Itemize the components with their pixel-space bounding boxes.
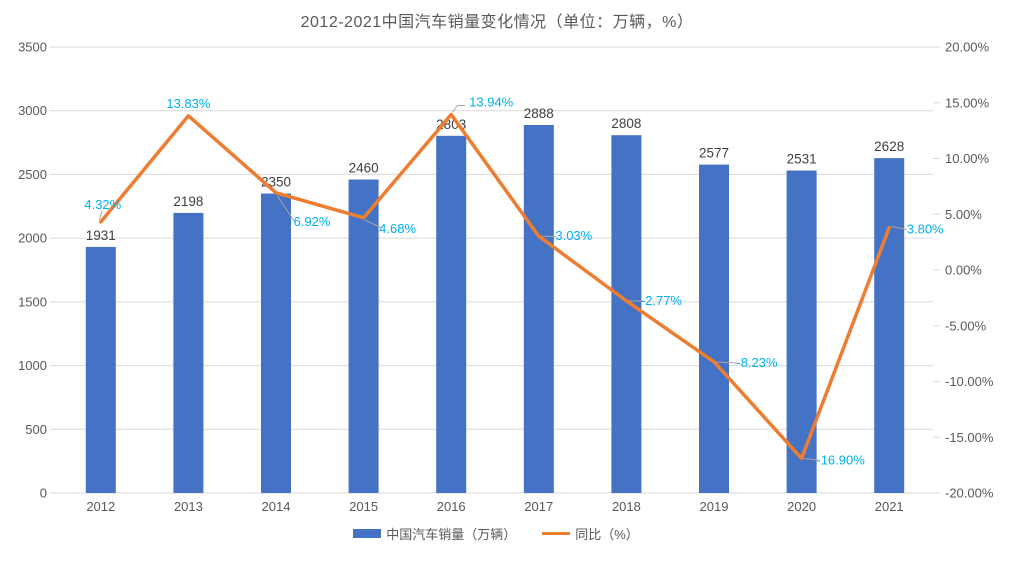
- x-axis-label: 2012: [86, 499, 115, 514]
- bar-value-label: 2803: [436, 117, 466, 132]
- bar-2015: [348, 179, 379, 494]
- chart-title: 2012-2021中国汽车销量变化情况（单位：万辆，%）: [300, 14, 694, 31]
- label-leader-line: [364, 219, 383, 229]
- left-axis-label: 3500: [18, 40, 47, 55]
- bar-2020: [786, 170, 817, 494]
- yoy-point-label: -16.90%: [816, 452, 865, 467]
- x-axis-label: 2021: [875, 499, 904, 514]
- label-leader-line: [452, 105, 465, 113]
- label-leader-line: [277, 195, 295, 222]
- right-axis-label: 15.00%: [945, 95, 990, 110]
- right-axis-label: -15.00%: [945, 430, 994, 445]
- right-axis-label: -5.00%: [945, 318, 987, 333]
- legend-bar-label: 中国汽车销量（万辆）: [386, 527, 517, 542]
- left-axis-label: 1500: [18, 294, 47, 309]
- bar-value-label: 2888: [524, 106, 554, 121]
- bar-2014: [261, 193, 291, 494]
- right-axis-label: -20.00%: [945, 486, 994, 501]
- legend-item-sales: 中国汽车销量（万辆）: [353, 524, 516, 543]
- yoy-point-label: 6.92%: [294, 214, 331, 229]
- bar-2016: [436, 135, 467, 493]
- left-axis-label: 1000: [18, 358, 47, 373]
- right-axis-label: 5.00%: [945, 207, 982, 222]
- label-leader-line: [716, 361, 738, 364]
- bar-2018: [611, 135, 642, 493]
- x-axis-label: 2015: [349, 499, 378, 514]
- legend-line-label: 同比（%）: [575, 527, 639, 542]
- label-leader-line: [803, 458, 819, 461]
- yoy-point-label: 4.32%: [84, 197, 121, 212]
- bar-value-label: 2628: [874, 139, 904, 154]
- bar-value-label: 2198: [173, 194, 203, 209]
- bar-value-label: 2808: [611, 116, 641, 131]
- right-axis-label: -10.00%: [945, 374, 994, 389]
- right-axis-label: 20.00%: [945, 40, 990, 55]
- label-leader-line: [99, 210, 103, 221]
- yoy-point-label: -8.23%: [736, 355, 778, 370]
- x-axis-label: 2013: [174, 499, 203, 514]
- bar-value-label: 2531: [787, 151, 817, 166]
- legend-line-marker: [542, 531, 571, 536]
- left-axis-label: 0: [40, 486, 47, 501]
- bar-2021: [874, 158, 905, 493]
- x-axis-label: 2016: [437, 499, 466, 514]
- yoy-point-label: 3.80%: [907, 222, 944, 237]
- yoy-point-label: -2.77%: [641, 293, 683, 308]
- yoy-point-label: 13.94%: [469, 95, 514, 110]
- bar-value-label: 1931: [86, 228, 116, 243]
- right-axis-label: 0.00%: [945, 263, 982, 278]
- legend-item-yoy: 同比（%）: [542, 524, 639, 543]
- right-axis-label: 10.00%: [945, 151, 990, 166]
- bar-2012: [85, 246, 116, 493]
- label-leader-line: [891, 226, 908, 230]
- yoy-point-label: 13.83%: [166, 96, 211, 111]
- yoy-line-series: [99, 112, 891, 461]
- yoy-point-label: 3.03%: [555, 228, 592, 243]
- bar-value-label: 2577: [699, 146, 729, 161]
- left-axis-label: 2500: [18, 167, 47, 182]
- legend-bar-marker: [353, 529, 382, 538]
- x-axis-label: 2020: [787, 499, 816, 514]
- bar-value-label: 2460: [349, 161, 379, 176]
- bar-2013: [173, 212, 204, 494]
- bar-2019: [699, 164, 729, 493]
- left-axis-label: 3000: [18, 103, 47, 118]
- left-axis-label: 500: [25, 422, 47, 437]
- x-axis-label: 2017: [524, 499, 553, 514]
- x-axis-label: 2018: [612, 499, 641, 514]
- legend: 中国汽车销量（万辆） 同比（%）: [0, 524, 992, 543]
- x-axis-label: 2014: [262, 499, 291, 514]
- yoy-point-label: 4.68%: [379, 221, 416, 236]
- bar-2017: [523, 124, 554, 494]
- left-axis-label: 2000: [18, 231, 47, 246]
- x-axis-label: 2019: [700, 499, 729, 514]
